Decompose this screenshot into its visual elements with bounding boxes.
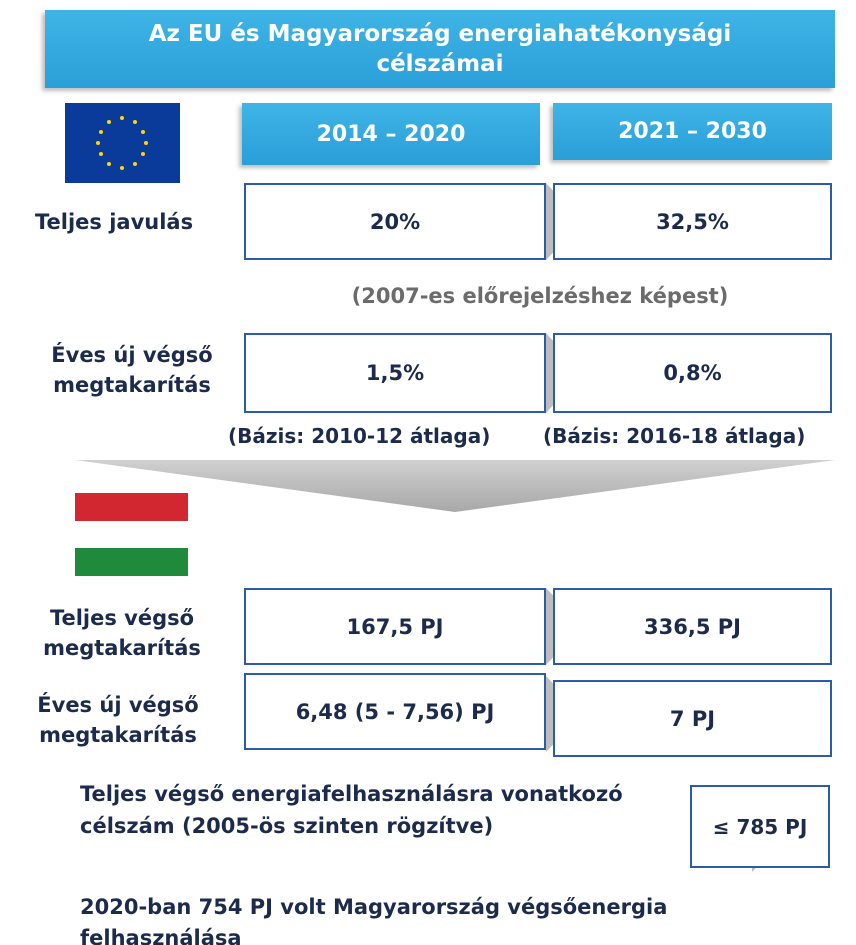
value-box: 7 PJ (553, 680, 832, 757)
hu-flag-green (75, 548, 188, 576)
row-label: Teljes javulás (35, 210, 194, 234)
target-label: Teljes végső energiafelhasználásra vonat… (80, 782, 623, 838)
eu-flag (65, 103, 180, 183)
value-box: 20% (244, 183, 546, 260)
value-box: 32,5% (553, 183, 832, 260)
base-note: (Bázis: 2016-18 átlaga) (543, 424, 806, 448)
column-header: 2021 – 2030 (553, 103, 832, 160)
row-label: Éves új végső megtakarítás (37, 693, 199, 747)
row-label: Teljes végső megtakarítás (43, 606, 201, 660)
value-box: 1,5% (244, 333, 546, 413)
down-arrow (75, 460, 835, 512)
value-box: 6,48 (5 - 7,56) PJ (244, 673, 546, 750)
footer: 2020-ban 754 PJ volt Magyarország végsőe… (80, 895, 668, 945)
target-box: ≤ 785 PJ (690, 785, 830, 868)
base-note: (Bázis: 2010-12 átlaga) (228, 424, 491, 448)
column-header: 2014 – 2020 (242, 103, 540, 165)
eu-stars (96, 116, 148, 170)
value-box: 336,5 PJ (553, 588, 832, 665)
title: Az EU és Magyarország energiahatékonyság… (45, 10, 835, 88)
note: (2007-es előrejelzéshez képest) (351, 284, 729, 308)
value-box: 0,8% (553, 333, 832, 413)
value-box: 167,5 PJ (244, 588, 546, 665)
hu-flag-red (75, 493, 188, 521)
row-label: Éves új végső megtakarítás (51, 343, 213, 397)
